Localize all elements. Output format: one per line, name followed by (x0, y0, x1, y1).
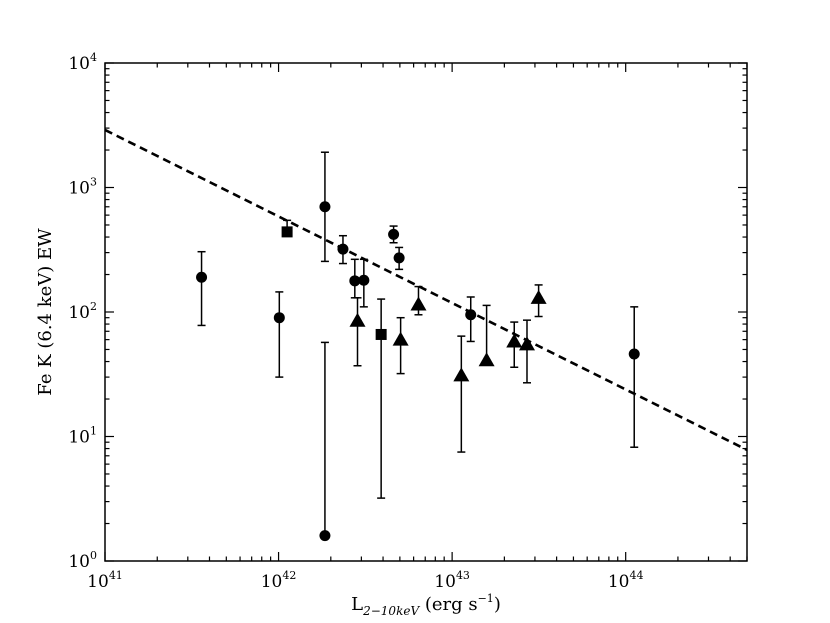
triangle-marker (392, 331, 409, 346)
y-tick-label: 104 (68, 51, 97, 74)
circle-marker (319, 530, 331, 542)
x-tick-label: 1041 (87, 569, 123, 592)
triangle-marker (478, 352, 495, 367)
x-tick-label: 1043 (434, 569, 470, 592)
x-axis-label: L2−10keV (erg s−1) (351, 592, 501, 618)
circle-marker (393, 252, 405, 264)
triangle-marker (506, 333, 523, 348)
fit-line (104, 128, 748, 452)
square-marker (375, 328, 387, 340)
axis-ticks: 1041 1042 1043 1044 100 101 102 103 104 (68, 51, 748, 592)
circle-marker (319, 201, 331, 213)
circle-marker (358, 274, 370, 286)
circle-marker (388, 228, 400, 240)
x-tick-label: 1044 (608, 569, 644, 592)
square-marker (281, 226, 293, 238)
triangle-marker (410, 296, 427, 311)
circle-marker (465, 309, 477, 321)
circle-marker (273, 312, 285, 324)
triangle-marker (453, 367, 470, 382)
circle-marker (628, 348, 640, 360)
circle-marker (337, 243, 349, 255)
y-tick-label: 103 (68, 176, 97, 199)
circle-marker (349, 275, 361, 287)
x-tick-label: 1042 (261, 569, 297, 592)
triangle-marker (518, 336, 535, 351)
circle-marker (196, 271, 208, 283)
triangle-marker (349, 312, 366, 327)
triangle-marker (530, 289, 547, 304)
y-axis-label: Fe K (6.4 keV) EW (35, 228, 56, 396)
y-tick-label: 101 (68, 425, 97, 448)
y-tick-label: 100 (68, 549, 97, 572)
y-tick-label: 102 (68, 300, 97, 323)
plot-area (104, 128, 748, 542)
